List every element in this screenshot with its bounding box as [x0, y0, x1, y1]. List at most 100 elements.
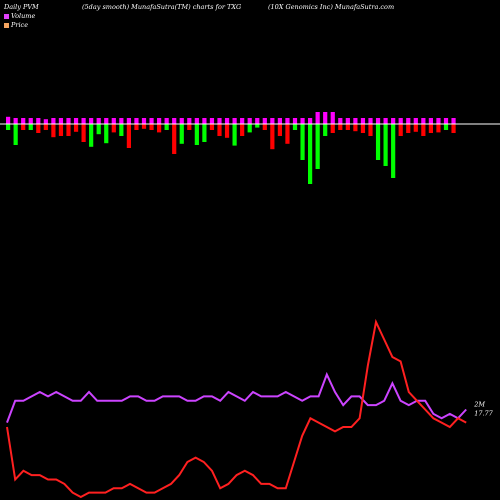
volume-bar-up [43, 119, 48, 124]
volume-bar-up [58, 118, 64, 124]
volume-bar-up [353, 118, 358, 124]
volume-bar-down [51, 124, 56, 138]
volume-bar-up [164, 118, 169, 124]
volume-bar-up [149, 118, 154, 124]
volume-bar-down [157, 124, 162, 133]
volume-bar-up [240, 118, 245, 124]
volume-bar-up [451, 118, 456, 124]
volume-bar-up [232, 118, 237, 124]
volume-bar-up [36, 118, 41, 124]
volume-bar-up [375, 118, 381, 124]
volume-bar-down [13, 124, 18, 145]
volume-bar-down [134, 124, 139, 130]
volume-bar-down [292, 124, 298, 130]
volume-bar-down [383, 124, 388, 166]
volume-bar-down [194, 124, 199, 145]
volume-bar-up [194, 118, 199, 124]
volume-bar-up [81, 118, 86, 124]
chart-header-title: (5day smooth) MunafaSutra(TM) charts for… [82, 3, 242, 11]
volume-bar-up [172, 118, 177, 124]
volume-bar-up [157, 118, 162, 124]
volume-bar-down [81, 124, 86, 142]
volume-bar-up [308, 118, 313, 124]
volume-bar-up [247, 118, 252, 124]
volume-bar-up [217, 118, 222, 124]
volume-bar-down [119, 124, 124, 136]
volume-bar-down [209, 124, 215, 130]
volume-bars [6, 112, 456, 184]
volume-bar-up [421, 118, 426, 124]
price-last-label: 17.77 [474, 410, 493, 418]
volume-bar-up [13, 118, 18, 124]
volume-bar-up [111, 118, 116, 124]
volume-bar-up [292, 118, 298, 124]
volume-bar-down [421, 124, 426, 136]
legend-price: Price [4, 21, 28, 29]
volume-bar-up [134, 118, 139, 124]
volume-bar-up [360, 118, 366, 124]
volume-bar-down [255, 124, 260, 128]
pvm-last-label: 2M [473, 401, 485, 409]
volume-bar-down [187, 124, 192, 130]
volume-bar-up [96, 118, 101, 124]
volume-bar-up [436, 118, 441, 124]
volume-bar-down [443, 124, 449, 130]
volume-bar-up [179, 118, 184, 124]
volume-bar-down [391, 124, 396, 178]
volume-bar-up [202, 118, 207, 124]
volume-bar-up [51, 118, 56, 124]
volume-bar-up [300, 118, 305, 124]
volume-bar-up [391, 118, 396, 124]
volume-bar-down [202, 124, 207, 142]
volume-bar-up [262, 118, 267, 124]
volume-bar-down [179, 124, 184, 144]
volume-bar-down [111, 124, 116, 133]
volume-bar-up [141, 118, 147, 124]
volume-bar-up [255, 118, 260, 124]
volume-bar-down [262, 124, 267, 130]
legend-volume: Volume [4, 12, 35, 20]
volume-bar-down [353, 124, 358, 132]
volume-bar-down [323, 124, 328, 136]
volume-bar-down [300, 124, 305, 160]
volume-bar-down [73, 124, 79, 132]
volume-bar-up [187, 118, 192, 124]
volume-bar-up [345, 118, 350, 124]
volume-bar-up [277, 118, 282, 124]
volume-bar-down [330, 124, 335, 133]
volume-bar-up [89, 118, 94, 124]
volume-bar-down [428, 124, 433, 133]
volume-bar-down [247, 124, 252, 133]
volume-bar-down [413, 124, 418, 132]
volume-bar-down [36, 124, 41, 133]
volume-bar-up [73, 118, 79, 124]
volume-bar-down [277, 124, 282, 136]
volume-bar-down [315, 124, 320, 169]
volume-bar-up [398, 118, 403, 124]
legend-volume-swatch [4, 13, 9, 19]
volume-bar-down [21, 124, 26, 130]
volume-bar-down [406, 124, 411, 133]
volume-bar-up [104, 118, 109, 124]
volume-bar-down [6, 124, 11, 130]
volume-bar-down [360, 124, 366, 133]
chart-header-right: (10X Genomics Inc) MunafaSutra.com [268, 3, 395, 11]
volume-bar-down [141, 124, 147, 129]
volume-bar-up [270, 118, 275, 124]
volume-bar-down [232, 124, 237, 146]
volume-bar-up [209, 118, 215, 124]
pvm-line [6, 371, 467, 423]
volume-bar-down [66, 124, 71, 136]
volume-bar-up [126, 118, 131, 124]
volume-bar-down [164, 124, 169, 130]
volume-bar-down [89, 124, 94, 147]
volume-bar-down [149, 124, 154, 130]
volume-bar-down [43, 124, 48, 130]
volume-bar-down [451, 124, 456, 133]
volume-bar-up [6, 116, 11, 124]
volume-bar-down [126, 124, 131, 148]
volume-bar-down [368, 124, 373, 136]
volume-bar-up [315, 112, 320, 124]
